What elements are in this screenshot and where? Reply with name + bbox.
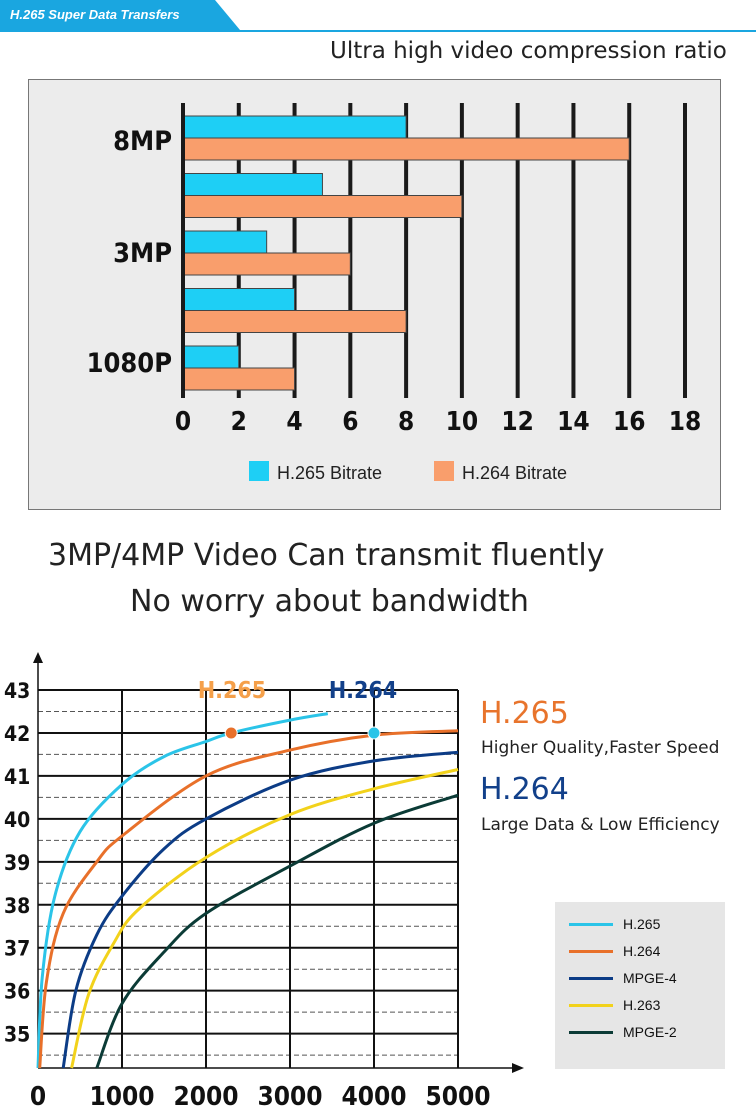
legend-label: MPGE-4 bbox=[623, 970, 677, 986]
banner-shape bbox=[0, 0, 240, 30]
bar-x-tick: 4 bbox=[286, 407, 302, 437]
bar-chart: 0 2 4 6 8 10 12 14 16 18 8MP 3MP 1080P H.265 Bitrate H… bbox=[87, 103, 702, 483]
bar-category-label: 1080P bbox=[87, 348, 172, 379]
h265-side-title: H.265 bbox=[480, 696, 569, 731]
line-y-tick: 36 bbox=[4, 980, 30, 1004]
headline-line2: No worry about bandwidth bbox=[130, 584, 529, 619]
curve-h-265 bbox=[36, 712, 329, 1069]
line-x-tick: 3000 bbox=[257, 1082, 322, 1109]
h264-side-title: H.264 bbox=[480, 772, 569, 807]
legend-label: MPGE-2 bbox=[623, 1024, 677, 1040]
curve-h-263 bbox=[70, 768, 459, 1069]
bar-x-tick: 2 bbox=[231, 407, 247, 437]
line-y-tick: 40 bbox=[4, 808, 30, 832]
line-y-tick: 39 bbox=[4, 851, 30, 875]
bar-x-tick: 12 bbox=[501, 407, 534, 437]
annotation-dot bbox=[224, 726, 238, 740]
line-y-tick: 37 bbox=[4, 937, 30, 961]
h264-side-desc: Large Data & Low Efficiency bbox=[481, 815, 720, 835]
legend-swatch-h265 bbox=[249, 461, 269, 481]
bar-x-tick: 16 bbox=[613, 407, 646, 437]
line-x-tick: 5000 bbox=[425, 1082, 490, 1109]
line-y-tick: 35 bbox=[4, 1023, 30, 1047]
line-y-tick: 38 bbox=[4, 894, 30, 918]
bar-x-tick: 8 bbox=[398, 407, 414, 437]
headline-line1: 3MP/4MP Video Can transmit fluently bbox=[48, 538, 605, 573]
legend-label: H.264 bbox=[623, 943, 661, 959]
bar-x-tick: 14 bbox=[557, 407, 590, 437]
legend-line-swatch bbox=[569, 922, 613, 926]
bar-x-tick: 18 bbox=[669, 407, 702, 437]
legend-label-h265: H.265 Bitrate bbox=[277, 463, 382, 483]
bar-category-label: 8MP bbox=[113, 126, 172, 157]
annotation-label: H.265 bbox=[198, 678, 266, 704]
line-x-tick: 0 bbox=[30, 1082, 46, 1109]
h265-side-desc: Higher Quality,Faster Speed bbox=[481, 738, 720, 758]
line-y-tick: 41 bbox=[4, 765, 30, 789]
banner bbox=[0, 0, 756, 32]
line-y-tick: 43 bbox=[4, 679, 30, 703]
legend-line-swatch bbox=[569, 1003, 613, 1007]
curve-mpge-2 bbox=[95, 793, 459, 1069]
legend-row: H.264 bbox=[569, 941, 660, 961]
line-y-tick: 42 bbox=[4, 722, 30, 746]
legend-label: H.263 bbox=[623, 997, 661, 1013]
legend-line-swatch bbox=[569, 949, 613, 953]
bar-category-label: 3MP bbox=[113, 238, 172, 269]
legend-row: H.263 bbox=[569, 995, 660, 1015]
bar-x-tick: 10 bbox=[446, 407, 479, 437]
annotation-dot bbox=[367, 726, 381, 740]
top-subtitle: Ultra high video compression ratio bbox=[330, 38, 727, 64]
line-chart-legend: H.265 H.264 MPGE-4 H.263 MPGE-2 bbox=[555, 902, 725, 1069]
bar-x-tick: 0 bbox=[175, 407, 191, 437]
banner-title: H.265 Super Data Transfers bbox=[10, 7, 180, 22]
line-x-tick: 2000 bbox=[173, 1082, 238, 1109]
legend-row: H.265 bbox=[569, 914, 660, 934]
y-axis-arrow bbox=[33, 652, 43, 663]
legend-line-swatch bbox=[569, 1030, 613, 1034]
curve-h-264 bbox=[38, 729, 459, 1069]
legend-label-h264: H.264 Bitrate bbox=[462, 463, 567, 483]
legend-label: H.265 bbox=[623, 916, 661, 932]
legend-row: MPGE-4 bbox=[569, 968, 677, 988]
line-x-tick: 4000 bbox=[341, 1082, 406, 1109]
legend-line-swatch bbox=[569, 976, 613, 980]
legend-swatch-h264 bbox=[434, 461, 454, 481]
annotation-label: H.264 bbox=[329, 678, 397, 704]
legend-row: MPGE-2 bbox=[569, 1022, 677, 1042]
line-x-tick: 1000 bbox=[89, 1082, 154, 1109]
x-axis-arrow bbox=[512, 1063, 524, 1073]
curve-mpge-4 bbox=[61, 750, 459, 1069]
bar-x-tick: 6 bbox=[342, 407, 358, 437]
